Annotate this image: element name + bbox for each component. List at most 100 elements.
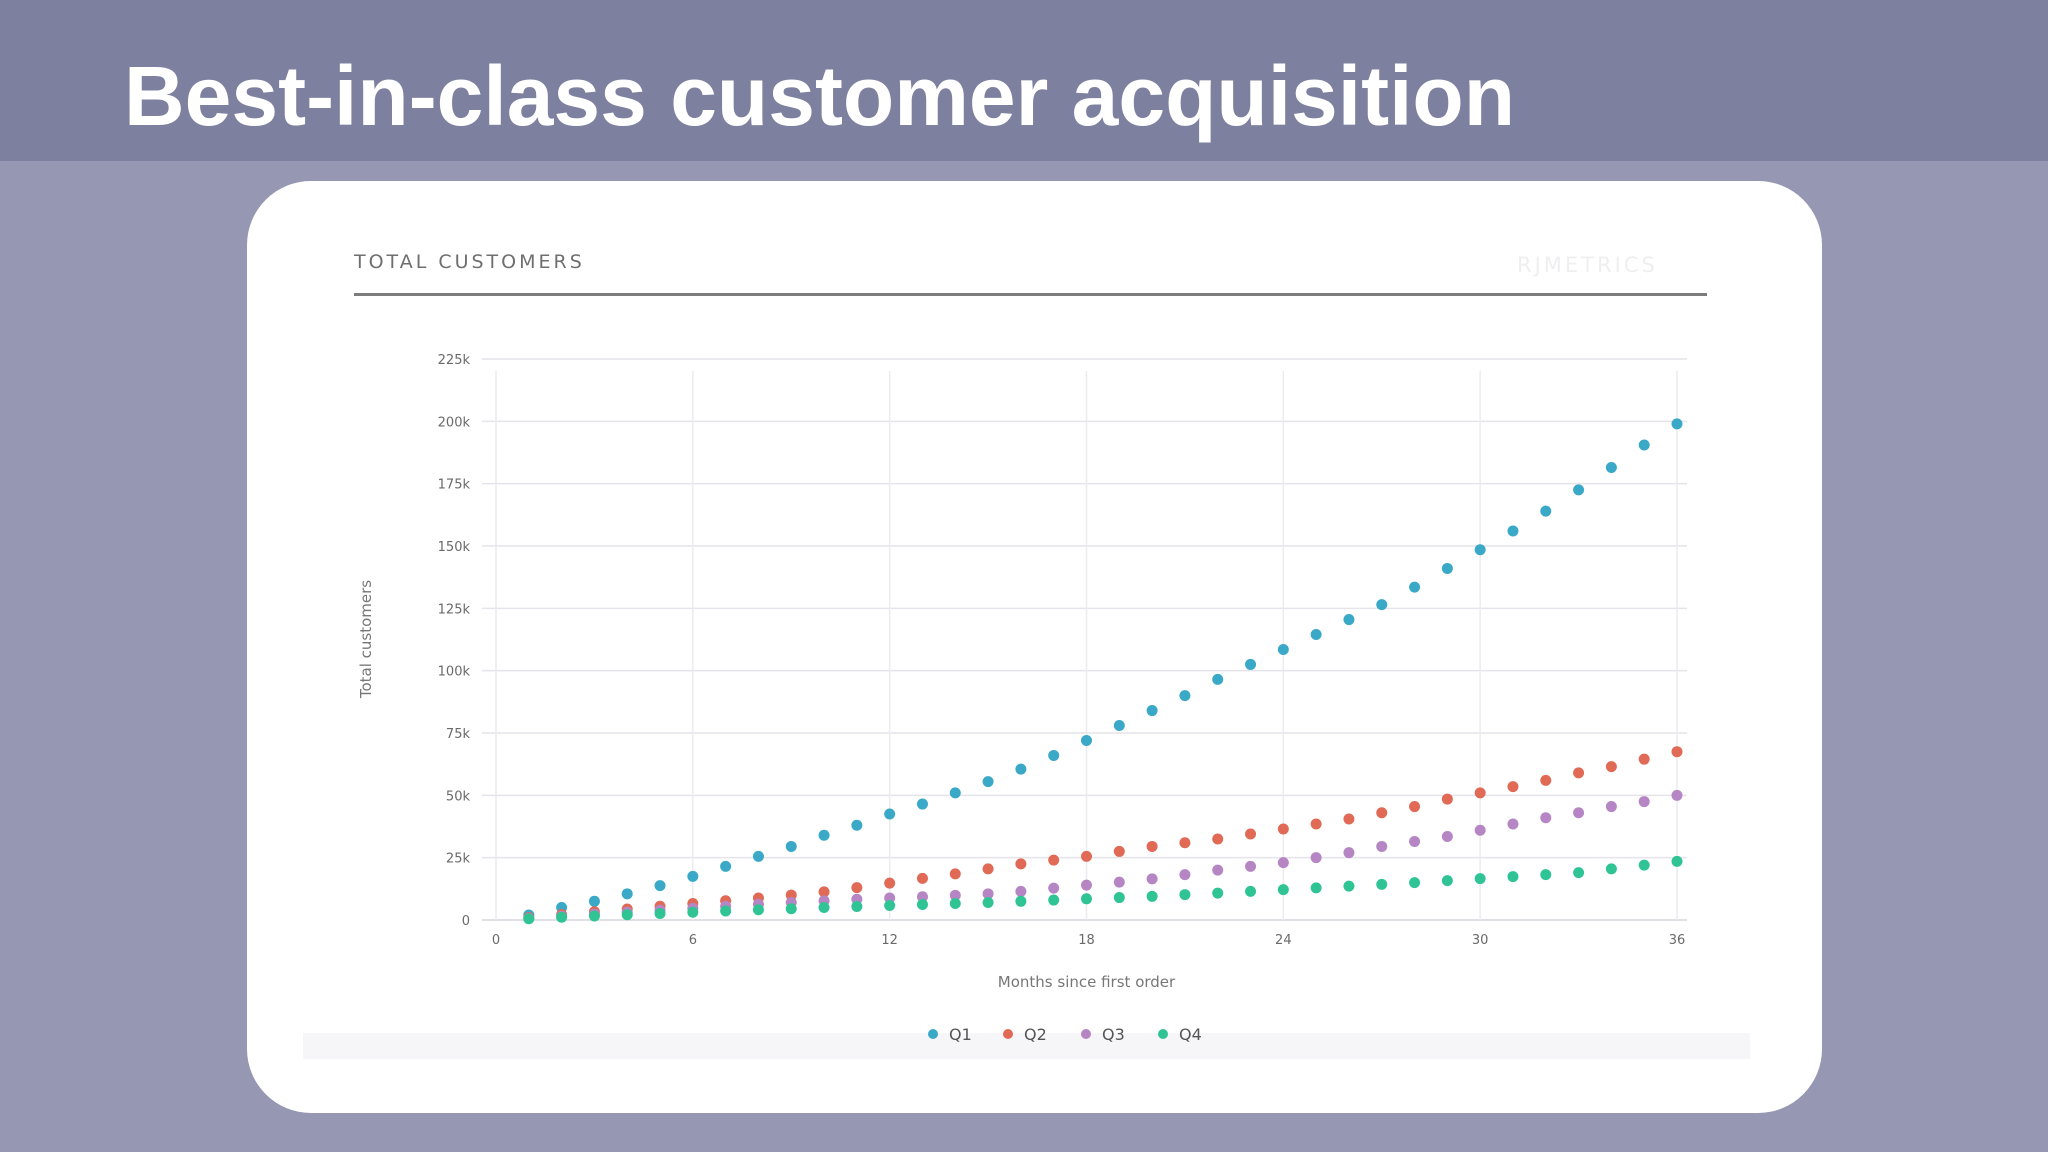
point-q3 [916,891,928,903]
y-tick-label: 0 [462,914,470,929]
point-q4 [1540,869,1552,881]
point-q4 [1474,873,1486,885]
point-q2 [982,863,994,875]
x-tick-label: 30 [1472,933,1489,948]
point-q4 [752,904,764,916]
point-q4 [1113,892,1125,904]
point-q3 [1376,840,1388,852]
point-q1 [884,808,896,820]
point-q3 [1048,882,1060,894]
point-q4 [588,910,600,922]
point-q2 [1081,850,1092,862]
point-q4 [1048,894,1060,906]
point-q4 [1638,859,1650,871]
chart-title: TOTAL CUSTOMERS [354,251,585,273]
point-q4 [1441,875,1453,887]
legend-marker-q3 [1081,1029,1091,1039]
point-q2 [1409,801,1421,813]
legend-marker-q2 [1003,1029,1013,1039]
point-q4 [1146,890,1158,902]
x-axis-label: Months since first order [998,973,1176,991]
point-q1 [720,860,732,872]
x-tick-label: 6 [689,933,697,948]
x-tick-label: 12 [881,933,898,948]
point-q1 [654,880,666,892]
legend-marker-q1 [928,1029,938,1039]
y-tick-label: 100k [438,665,471,680]
point-q4 [884,900,896,912]
point-q4 [1277,884,1289,896]
point-q4 [621,909,633,921]
y-tick-label: 25k [446,852,471,867]
point-q2 [916,872,928,884]
point-q2 [1277,823,1289,835]
point-q1 [588,895,600,907]
point-q1 [1179,690,1191,702]
point-q4 [1573,867,1585,879]
y-tick-label: 175k [438,478,471,493]
point-q3 [1081,879,1092,891]
point-q4 [818,902,830,914]
point-q2 [1638,753,1650,765]
point-q1 [1113,720,1125,732]
point-q3 [1179,869,1191,881]
point-q4 [785,903,797,915]
point-q1 [1573,484,1585,496]
y-tick-label: 150k [438,540,471,555]
legend-marker-q4 [1158,1029,1168,1039]
point-q4 [1376,878,1388,890]
point-q1 [621,888,633,900]
point-q2 [949,868,961,880]
point-q2 [1605,761,1617,773]
point-q3 [982,888,994,900]
point-q3 [1146,873,1158,885]
point-q2 [1441,793,1453,805]
point-q4 [851,901,863,913]
point-q4 [916,899,928,911]
y-axis-label: Total customers [357,580,375,699]
point-q3 [1113,876,1125,888]
point-q4 [1671,855,1683,867]
scatter-plot: 0 25k 50k 75k 100k 125k 150k 175k 200k 225k 0 6 12 18… [357,353,1687,1044]
point-q4 [654,908,666,920]
point-q2 [1573,767,1585,779]
point-q2 [818,886,830,898]
point-q1 [1277,643,1289,655]
point-q1 [982,776,994,788]
legend-label-q3: Q3 [1102,1025,1125,1044]
point-q1 [1540,505,1552,517]
point-q1 [1507,525,1519,537]
point-q3 [1409,835,1421,847]
point-q4 [1409,877,1421,889]
point-q2 [851,882,863,894]
point-q3 [1212,864,1224,876]
legend-band [303,1033,1750,1059]
point-q3 [1474,824,1486,836]
point-q2 [1310,818,1322,830]
point-q2 [1146,840,1158,852]
point-q3 [1540,812,1552,824]
point-q2 [1048,854,1060,866]
point-q3 [1343,847,1355,859]
point-q2 [1015,858,1027,870]
point-q1 [1409,581,1421,593]
point-q1 [785,840,797,852]
point-q1 [1310,629,1322,641]
x-tick-label: 36 [1669,933,1686,948]
y-tick-label: 225k [438,353,471,368]
point-q1 [818,829,830,841]
point-q1 [687,870,699,882]
point-q1 [752,850,764,862]
point-q1 [916,798,928,810]
x-tick-label: 18 [1078,933,1095,948]
point-q3 [1441,830,1453,842]
point-q3 [1671,789,1683,801]
point-q1 [1605,461,1617,473]
point-q4 [1245,885,1257,897]
brand-watermark: RJMETRICS [1517,253,1658,277]
point-q2 [1474,787,1486,799]
point-q1 [949,787,961,799]
point-q2 [1671,746,1683,758]
chart-card: TOTAL CUSTOMERS RJMETRICS 0 25k 50k 75k 100k… [247,181,1822,1113]
legend-label-q1: Q1 [949,1025,972,1044]
